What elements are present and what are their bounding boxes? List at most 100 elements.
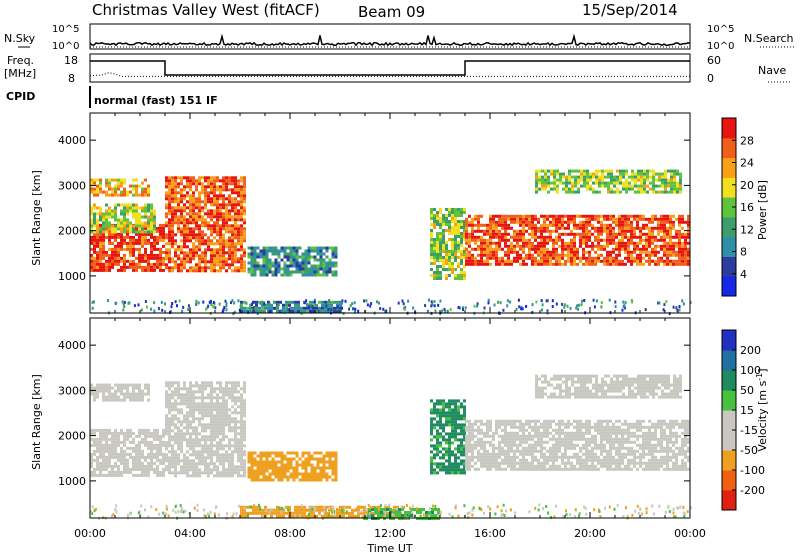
velocity-cell [231,387,234,391]
velocity-cell [198,423,201,427]
velocity-cell [216,465,219,469]
power-cell [153,256,156,260]
velocity-cell [174,405,177,409]
power-cell [513,256,516,260]
velocity-cell [141,449,144,453]
power-cell [201,233,204,237]
power-cell [250,255,254,259]
power-cell [528,232,531,236]
velocity-cell [213,468,216,472]
velocity-cell [231,399,234,403]
velocity-cell [216,432,219,436]
velocity-cell [259,454,263,458]
velocity-cell [96,395,99,399]
velocity-cell [123,440,126,444]
power-cell [225,197,228,201]
power-cell [339,306,342,310]
velocity-cell [240,444,243,448]
power-cell [468,256,471,260]
power-cell [454,256,457,259]
velocity-cell [240,435,243,439]
velocity-cell [201,381,204,385]
velocity-cell [183,381,186,385]
power-cell [528,226,531,230]
velocity-cell [207,435,210,439]
power-cell [513,229,516,233]
power-cell [150,215,153,219]
power-cell [123,238,126,242]
power-cell [261,303,264,307]
power-cell [468,253,471,257]
power-cell [579,220,582,224]
power-cell [243,230,246,234]
power-cell [138,218,141,222]
power-cell [267,306,270,310]
power-cell [666,214,669,218]
power-cell [669,226,672,230]
velocity-cell [237,399,240,403]
power-cell [192,248,195,252]
power-cell [146,305,148,309]
power-cell [237,236,240,240]
velocity-cell [168,468,171,472]
power-cell [262,270,266,274]
power-cell [681,226,684,230]
velocity-cell [90,458,93,462]
power-cell [622,172,625,176]
power-cell [117,178,120,182]
power-cell [534,259,537,263]
power-cell [96,212,99,216]
velocity-cell [294,505,297,509]
power-cell [234,218,237,222]
velocity-cell [195,474,198,478]
power-cell [658,190,661,194]
velocity-cell [378,508,381,512]
power-cell [171,185,174,189]
power-cell [610,181,613,185]
power-cell [439,235,442,238]
power-cell [213,236,216,240]
velocity-cell [313,466,317,470]
power-cell [156,241,159,245]
power-cell [319,267,323,271]
power-cell [574,181,577,185]
velocity-cell [96,386,99,390]
power-cell [219,209,222,213]
power-cell [117,224,120,228]
power-cell [153,253,156,257]
velocity-cell [319,460,323,464]
velocity-cell [150,467,153,471]
power-cell [573,235,576,239]
power-cell [609,253,612,257]
power-cell [624,217,627,221]
power-cell [630,235,633,239]
power-cell [495,247,498,251]
velocity-cell [168,399,171,403]
power-cell [666,229,669,233]
power-cell [210,209,213,213]
velocity-cell [237,381,240,385]
power-cell [618,262,621,266]
velocity-cell [237,465,240,469]
power-cell [165,266,168,270]
power-cell [108,224,111,228]
power-cell [618,244,621,248]
power-cell [153,238,156,242]
velocity-cell [216,402,219,406]
power-cell [633,229,636,233]
velocity-cell [159,458,162,462]
y-tick-label: 4000 [58,134,86,147]
power-cell [129,227,132,231]
power-cell [483,232,486,236]
power-cell [543,220,546,224]
power-cell [132,227,135,231]
power-cell [660,247,663,251]
power-cell [636,256,639,260]
power-cell [642,250,645,254]
power-cell [606,235,609,239]
velocity-cell [168,456,171,460]
velocity-cell [265,451,269,455]
power-cell [613,181,616,185]
power-cell [216,176,219,180]
velocity-cell [268,475,272,479]
